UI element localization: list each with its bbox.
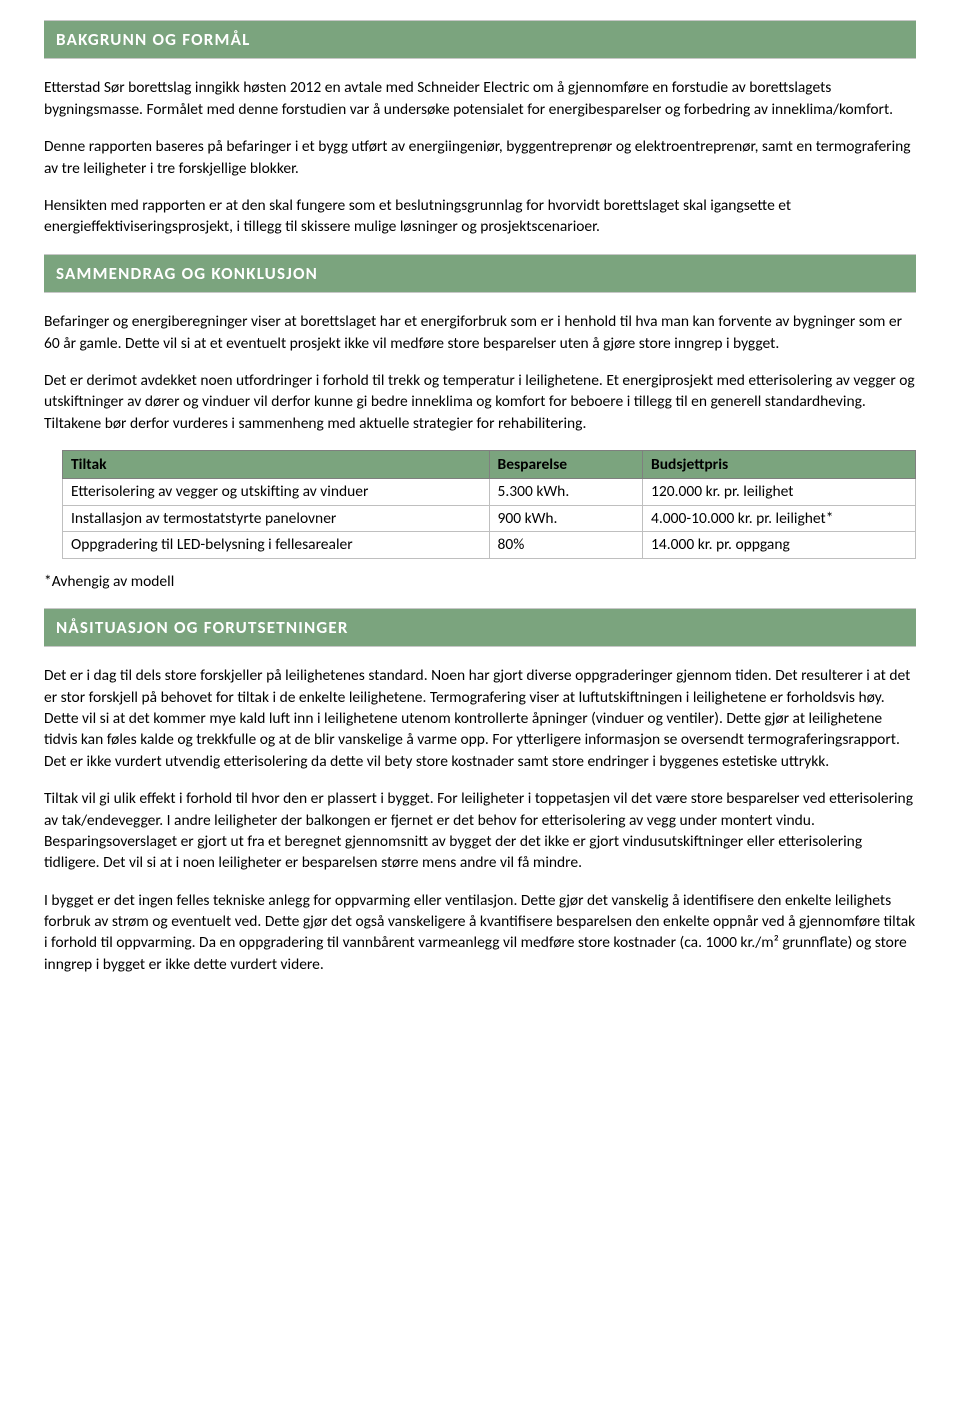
- measures-table: Tiltak Besparelse Budsjettpris Etterisol…: [62, 450, 916, 559]
- table-header-row: Tiltak Besparelse Budsjettpris: [63, 451, 916, 479]
- paragraph: I bygget er det ingen felles tekniske an…: [44, 890, 916, 976]
- section-header-bakgrunn: BAKGRUNN OG FORMÅL: [44, 20, 916, 59]
- cell-budsjettpris: 14.000 kr. pr. oppgang: [643, 532, 916, 558]
- cell-tiltak: Etterisolering av vegger og utskifting a…: [63, 479, 490, 505]
- cell-besparelse: 80%: [489, 532, 643, 558]
- section-header-nasituasjon: NÅSITUASJON OG FORUTSETNINGER: [44, 608, 916, 647]
- measures-table-wrap: Tiltak Besparelse Budsjettpris Etterisol…: [62, 450, 916, 559]
- paragraph: Tiltak vil gi ulik effekt i forhold til …: [44, 788, 916, 874]
- col-budsjettpris: Budsjettpris: [643, 451, 916, 479]
- col-besparelse: Besparelse: [489, 451, 643, 479]
- section-header-sammendrag: SAMMENDRAG OG KONKLUSJON: [44, 254, 916, 293]
- cell-besparelse: 5.300 kWh.: [489, 479, 643, 505]
- paragraph: Befaringer og energiberegninger viser at…: [44, 311, 916, 354]
- paragraph: Etterstad Sør borettslag inngikk høsten …: [44, 77, 916, 120]
- paragraph: Denne rapporten baseres på befaringer i …: [44, 136, 916, 179]
- table-footnote: *Avhengig av modell: [44, 571, 916, 592]
- table-row: Etterisolering av vegger og utskifting a…: [63, 479, 916, 505]
- cell-besparelse: 900 kWh.: [489, 505, 643, 531]
- cell-budsjettpris: 120.000 kr. pr. leilighet: [643, 479, 916, 505]
- cell-budsjettpris: 4.000-10.000 kr. pr. leilighet*: [643, 505, 916, 531]
- table-row: Oppgradering til LED-belysning i fellesa…: [63, 532, 916, 558]
- paragraph: Det er derimot avdekket noen utfordringe…: [44, 370, 916, 434]
- cell-tiltak: Installasjon av termostatstyrte panelovn…: [63, 505, 490, 531]
- col-tiltak: Tiltak: [63, 451, 490, 479]
- cell-tiltak: Oppgradering til LED-belysning i fellesa…: [63, 532, 490, 558]
- paragraph: Hensikten med rapporten er at den skal f…: [44, 195, 916, 238]
- table-row: Installasjon av termostatstyrte panelovn…: [63, 505, 916, 531]
- paragraph: Det er i dag til dels store forskjeller …: [44, 665, 916, 772]
